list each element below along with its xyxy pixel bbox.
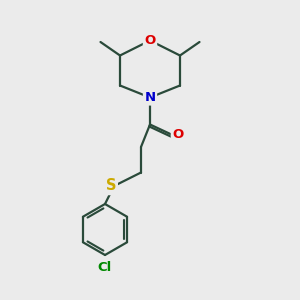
Text: Cl: Cl — [98, 261, 112, 274]
Text: O: O — [172, 128, 184, 142]
Text: O: O — [144, 34, 156, 47]
Text: N: N — [144, 91, 156, 104]
Text: S: S — [106, 178, 116, 194]
